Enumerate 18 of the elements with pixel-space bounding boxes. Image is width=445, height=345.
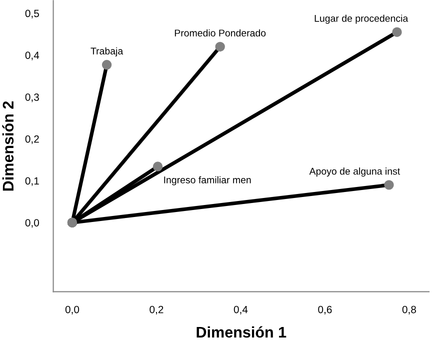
x-tick-label: 0,2: [150, 306, 164, 314]
series-label: Ingreso familiar men: [164, 176, 251, 186]
series-label: Promedio Ponderado: [174, 29, 266, 36]
y-tick-label: 0,0: [25, 219, 40, 228]
y-tick-label: 0,4: [25, 52, 40, 60]
x-axis-title: Dimensión 1: [196, 326, 286, 338]
series-label: Lugar de procedencia: [314, 14, 408, 24]
x-tick-label: 0,8: [402, 306, 416, 314]
series-label: Trabaja: [90, 47, 124, 56]
x-tick-label: 0,4: [234, 306, 248, 314]
y-axis-title: Dimensión 2: [2, 101, 14, 191]
series-label: Apoyo de alguna inst: [309, 168, 400, 177]
y-tick-label: 0,2: [25, 135, 39, 144]
y-tick-label: 0,3: [25, 93, 39, 102]
y-tick-label: 0,5: [25, 10, 39, 18]
x-tick-label: 0,6: [318, 306, 332, 314]
y-tick-label: 0,1: [25, 177, 39, 186]
x-tick-label: 0,0: [65, 306, 80, 314]
